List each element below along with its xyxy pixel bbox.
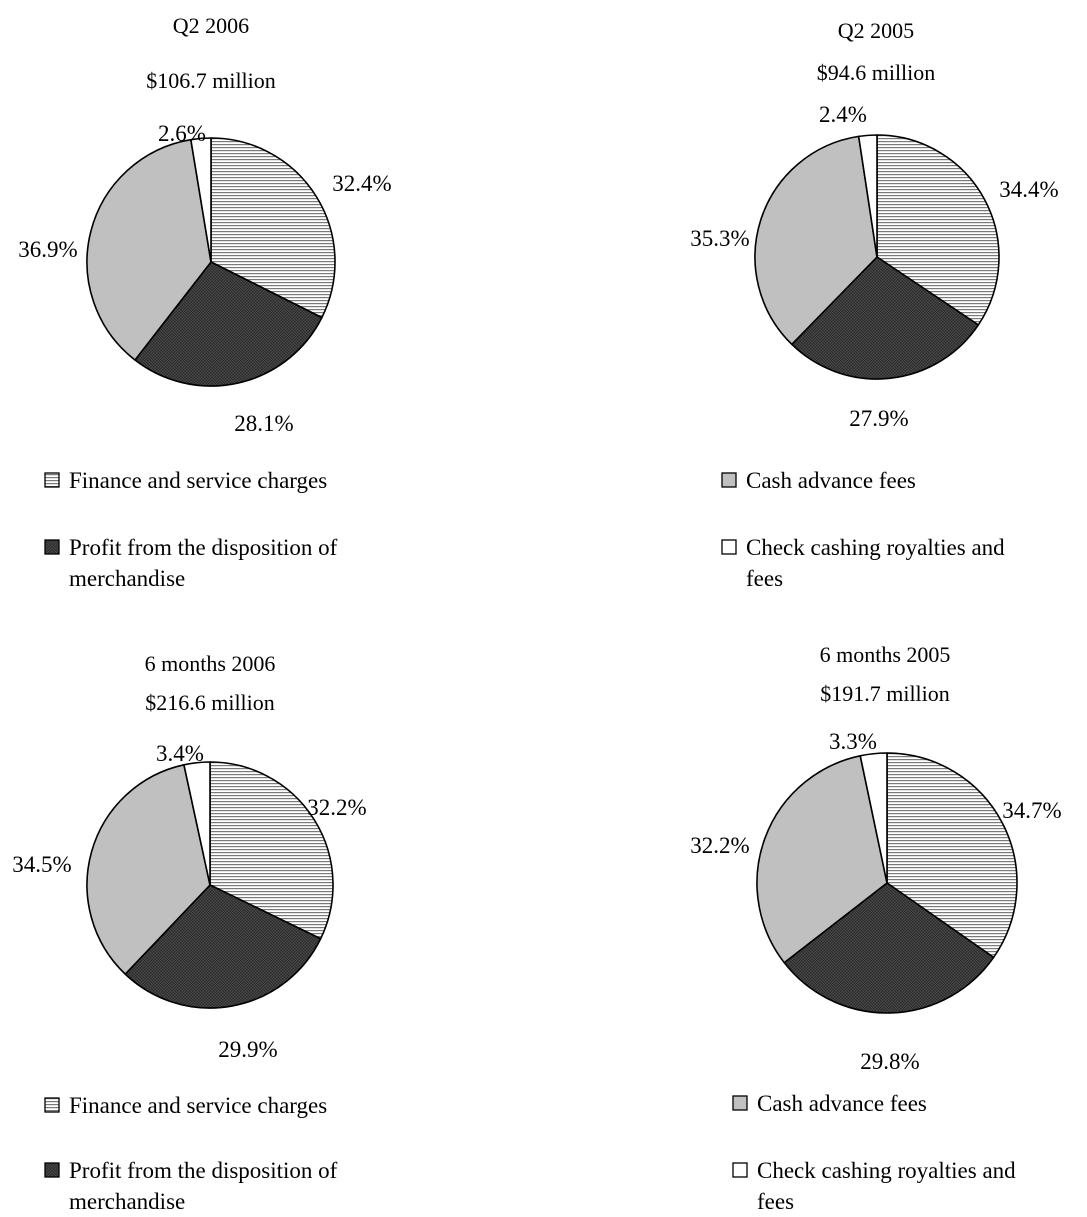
pie-slice-label: 32.4% — [332, 171, 391, 196]
pie-slice — [876, 134, 1000, 326]
pie-slice — [756, 754, 888, 964]
legend-label: fees — [757, 1189, 794, 1214]
pie-slice — [183, 761, 211, 886]
legend-label: Profit from the disposition of — [69, 1158, 338, 1183]
chart-title: 6 months 2005 — [820, 642, 951, 667]
pie-slice-label: 32.2% — [690, 833, 749, 858]
legend-item: Cash advance fees — [732, 1091, 927, 1116]
pie-slice-label: 27.9% — [849, 406, 908, 431]
pie-slice-label: 34.4% — [999, 177, 1058, 202]
pie-slice-label: 2.4% — [819, 102, 867, 127]
pie-chart-1: Q2 2006 $106.7 million 32.4% 28.1% 36.9% 2.6% — [18, 13, 391, 436]
pie-slice-label: 34.5% — [12, 852, 71, 877]
legend-swatch — [732, 1095, 748, 1111]
legend-1: Finance and service charges Profit from t… — [44, 468, 1005, 591]
pie-slice — [209, 761, 334, 940]
legend-label: merchandise — [69, 1189, 185, 1214]
pie-slice-label: 2.6% — [158, 121, 206, 146]
pie-slice — [886, 752, 1018, 959]
pie-slice — [857, 134, 878, 258]
legend-item: Profit from the disposition of merchandis… — [44, 1158, 338, 1214]
legend-label: Check cashing royalties and — [746, 535, 1005, 560]
legend-item: Cash advance fees — [721, 468, 916, 493]
pie-slice-label: 34.7% — [1002, 798, 1061, 823]
legend-item: Finance and service charges — [44, 468, 327, 493]
pie-slice — [86, 138, 212, 361]
pie-slice-label: 29.9% — [218, 1037, 277, 1062]
pie-slice — [754, 135, 878, 346]
pie-slice — [791, 256, 980, 380]
legend-label: Check cashing royalties and — [757, 1158, 1016, 1183]
legend-item: Profit from the disposition of merchandis… — [44, 535, 338, 591]
pie-slice — [134, 261, 323, 387]
legend-item: Check cashing royalties and fees — [732, 1158, 1016, 1214]
pie-slice — [86, 764, 211, 975]
legend-label: Finance and service charges — [69, 468, 327, 493]
pie-slice-label: 29.8% — [860, 1049, 919, 1074]
legend-swatch — [44, 1097, 60, 1113]
pie-slice-label: 32.2% — [307, 795, 366, 820]
legend-label: Cash advance fees — [746, 468, 916, 493]
legend-swatch — [44, 539, 60, 555]
legend-swatch — [721, 472, 737, 488]
legend-label: merchandise — [69, 566, 185, 591]
chart-title: 6 months 2006 — [145, 651, 276, 676]
pie-chart-4: 6 months 2005 $191.7 million 34.7% 29.8% 32.… — [690, 642, 1061, 1074]
pie-chart-2: Q2 2005 $94.6 million 34.4% 27.9% 35.3% 2.4% — [690, 18, 1058, 431]
pie-slice — [210, 137, 336, 319]
pie-slice-label: 3.3% — [829, 729, 877, 754]
chart-subtitle: $106.7 million — [146, 68, 276, 93]
legend-item: Finance and service charges — [44, 1093, 327, 1118]
legend-label: Finance and service charges — [69, 1093, 327, 1118]
chart-title: Q2 2006 — [173, 13, 249, 38]
legend-swatch — [44, 472, 60, 488]
chart-subtitle: $216.6 million — [145, 690, 275, 715]
pie-slice — [859, 752, 888, 884]
pie-slice-label: 3.4% — [156, 741, 204, 766]
pie-slice — [783, 882, 995, 1014]
pie-chart-3: 6 months 2006 $216.6 million 32.2% 29.9% 34.… — [12, 651, 366, 1062]
legend-label: fees — [746, 566, 783, 591]
pie-slice — [124, 884, 322, 1009]
pie-slice-label: 28.1% — [234, 411, 293, 436]
pie-slice — [190, 137, 212, 263]
pie-slice-label: 35.3% — [690, 226, 749, 251]
chart-title: Q2 2005 — [838, 18, 914, 43]
legend-2: Finance and service charges Profit from t… — [44, 1091, 1016, 1214]
chart-subtitle: $94.6 million — [817, 60, 936, 85]
pie-slice-label: 36.9% — [18, 237, 77, 262]
chart-subtitle: $191.7 million — [820, 681, 950, 706]
legend-swatch — [721, 539, 737, 555]
legend-swatch — [732, 1162, 748, 1178]
legend-label: Profit from the disposition of — [69, 535, 338, 560]
legend-item: Check cashing royalties and fees — [721, 535, 1005, 591]
legend-swatch — [44, 1162, 60, 1178]
legend-label: Cash advance fees — [757, 1091, 927, 1116]
